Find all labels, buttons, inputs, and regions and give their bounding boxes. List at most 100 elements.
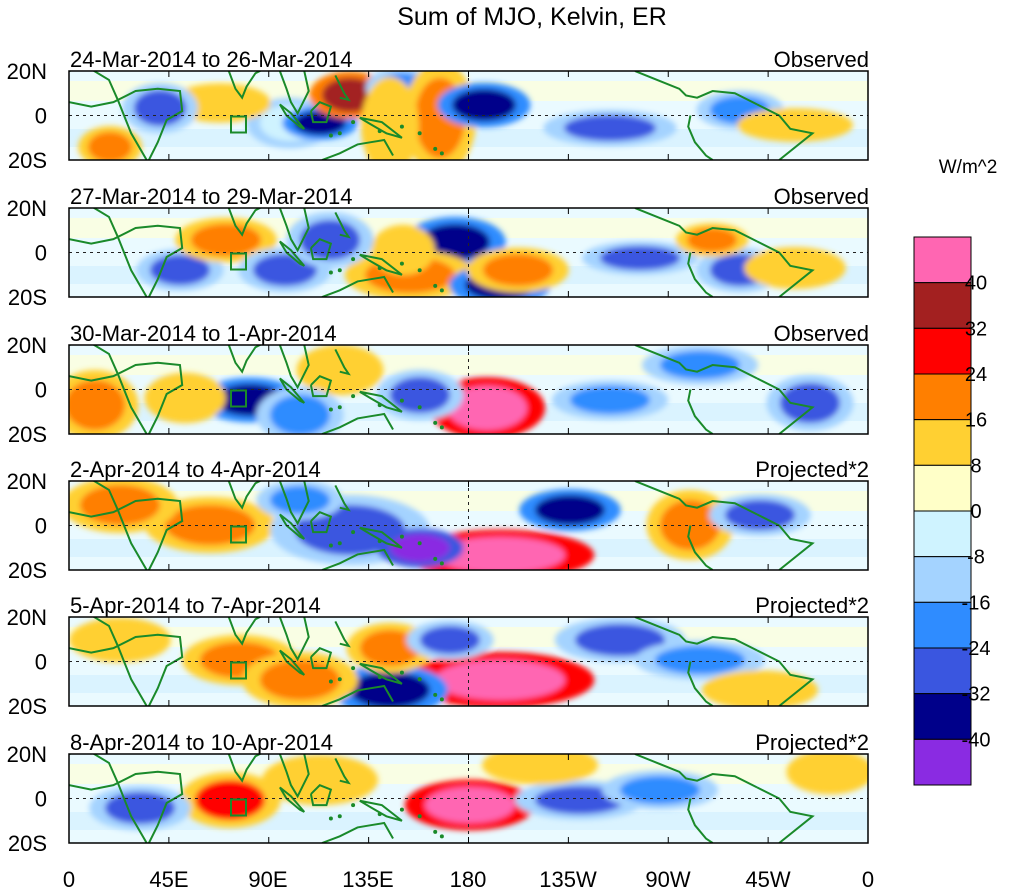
y-tick-label: 0 xyxy=(35,514,47,539)
anomaly-contour xyxy=(270,486,330,514)
coastlines xyxy=(69,345,815,434)
anomaly-contour xyxy=(420,224,490,260)
anomaly-contour xyxy=(270,395,330,434)
anomaly-contour xyxy=(390,534,450,562)
anomaly-contour xyxy=(620,776,700,804)
x-tick-label: 135W xyxy=(539,867,597,889)
x-tick-label: 90E xyxy=(248,867,287,889)
anomaly-contour xyxy=(720,676,800,704)
colorbar-swatch xyxy=(913,419,972,466)
x-tick-label: 90W xyxy=(645,867,690,889)
x-tick-label: 135E xyxy=(342,867,393,889)
anomaly-contour xyxy=(570,386,650,414)
x-axis: 0 45E 90E 135E 180 135W 90W 45W 0 xyxy=(63,867,874,892)
coastlines xyxy=(69,481,815,570)
map-panel: 2-Apr-2014 to 4-Apr-2014 Projected*2 20N 0 2… xyxy=(7,457,869,583)
anomaly-field xyxy=(69,617,868,706)
anomaly-contour xyxy=(425,787,515,823)
y-tick-label: 0 xyxy=(35,787,47,812)
y-tick-label: 0 xyxy=(35,241,47,266)
panel-date-range: 30-Mar-2014 to 1-Apr-2014 xyxy=(70,321,337,346)
y-tick-label: 20N xyxy=(7,469,47,494)
colorbar-level-label: -24 xyxy=(962,638,991,660)
colorbar-swatch xyxy=(913,738,972,786)
anomaly-contour xyxy=(452,89,516,121)
anomaly-contour xyxy=(535,786,625,814)
colorbar-swatch xyxy=(913,601,972,649)
anomaly-contour xyxy=(150,255,210,285)
colorbar-swatch xyxy=(913,464,972,512)
anomaly-contour xyxy=(564,115,656,141)
y-tick-label: 20S xyxy=(8,558,47,583)
colorbar-swatch xyxy=(913,327,972,375)
colorbar-swatch xyxy=(913,282,972,329)
y-tick-label: 20S xyxy=(8,831,47,856)
y-tick-label: 0 xyxy=(35,104,47,129)
anomaly-contour xyxy=(390,377,450,413)
colorbar-level-label: 40 xyxy=(965,273,987,295)
coastlines xyxy=(69,617,815,706)
panel-date-range: 24-Mar-2014 to 26-Mar-2014 xyxy=(70,47,352,72)
anomaly-contour xyxy=(760,253,830,283)
panel-date-range: 5-Apr-2014 to 7-Apr-2014 xyxy=(70,593,321,618)
anomaly-field xyxy=(69,345,868,434)
colorbar-swatch xyxy=(913,373,972,421)
anomaly-contour xyxy=(655,646,745,674)
anomaly-contour xyxy=(185,89,255,117)
anomaly-contour xyxy=(660,500,720,550)
anomaly-contour xyxy=(755,113,835,137)
colorbar-unit-label: W/m^2 xyxy=(939,157,998,178)
anomaly-contour xyxy=(381,232,425,268)
panel-status-label: Projected*2 xyxy=(755,457,869,482)
anomaly-contour xyxy=(360,630,420,666)
anomaly-contour xyxy=(780,383,840,423)
panels: 24-Mar-2014 to 26-Mar-2014 Observed 20N 0 20… xyxy=(7,47,869,856)
anomaly-contour xyxy=(420,626,480,654)
anomaly-contour xyxy=(435,537,565,570)
panel-date-range: 2-Apr-2014 to 4-Apr-2014 xyxy=(70,457,321,482)
colorbar-swatch xyxy=(913,236,972,284)
colorbar-level-label: -8 xyxy=(967,547,985,569)
colorbar-level-label: 0 xyxy=(970,501,981,523)
anomaly-contour xyxy=(191,224,261,256)
x-tick-label: 45W xyxy=(745,867,790,889)
colorbar-swatch xyxy=(913,647,972,695)
y-tick-label: 20N xyxy=(7,742,47,767)
anomaly-contour xyxy=(447,386,527,430)
anomaly-contour xyxy=(435,660,565,700)
map-panel: 30-Mar-2014 to 1-Apr-2014 Observed 20N 0 20S xyxy=(7,321,869,447)
x-tick-label: 180 xyxy=(450,867,487,889)
colorbar-level-label: 8 xyxy=(970,455,981,477)
anomaly-contour xyxy=(280,762,360,798)
reference-box xyxy=(230,661,247,680)
y-tick-label: 20N xyxy=(7,59,47,84)
anomaly-contour xyxy=(500,754,580,779)
colorbar-level-label: -16 xyxy=(962,592,991,614)
colorbar-level-label: 32 xyxy=(965,318,987,340)
x-tick-label: 0 xyxy=(862,867,874,889)
panel-status-label: Observed xyxy=(774,321,869,346)
panel-status-label: Projected*2 xyxy=(755,593,869,618)
anomaly-contour xyxy=(575,624,665,656)
figure-title: Sum of MJO, Kelvin, ER xyxy=(397,3,667,31)
anomaly-contour xyxy=(260,660,340,700)
panel-date-range: 27-Mar-2014 to 29-Mar-2014 xyxy=(70,184,352,209)
colorbar-level-label: -32 xyxy=(962,684,991,706)
y-tick-label: 0 xyxy=(35,650,47,675)
x-tick-label: 45E xyxy=(149,867,188,889)
anomaly-contour xyxy=(660,351,740,379)
anomaly-field xyxy=(69,754,868,843)
map-panel: 8-Apr-2014 to 10-Apr-2014 Projected*2 20N 0… xyxy=(7,730,869,856)
panel-status-label: Observed xyxy=(774,47,869,72)
anomaly-contour xyxy=(157,380,213,416)
colorbar-level-label: 16 xyxy=(965,410,987,432)
coastlines xyxy=(69,754,815,843)
colorbar-level-label: -40 xyxy=(962,729,991,751)
reference-box xyxy=(230,115,247,134)
anomaly-contour xyxy=(370,91,410,160)
anomaly-field xyxy=(69,71,868,160)
y-tick-label: 20N xyxy=(7,333,47,358)
anomaly-contour xyxy=(80,485,160,525)
anomaly-contour xyxy=(88,132,132,160)
